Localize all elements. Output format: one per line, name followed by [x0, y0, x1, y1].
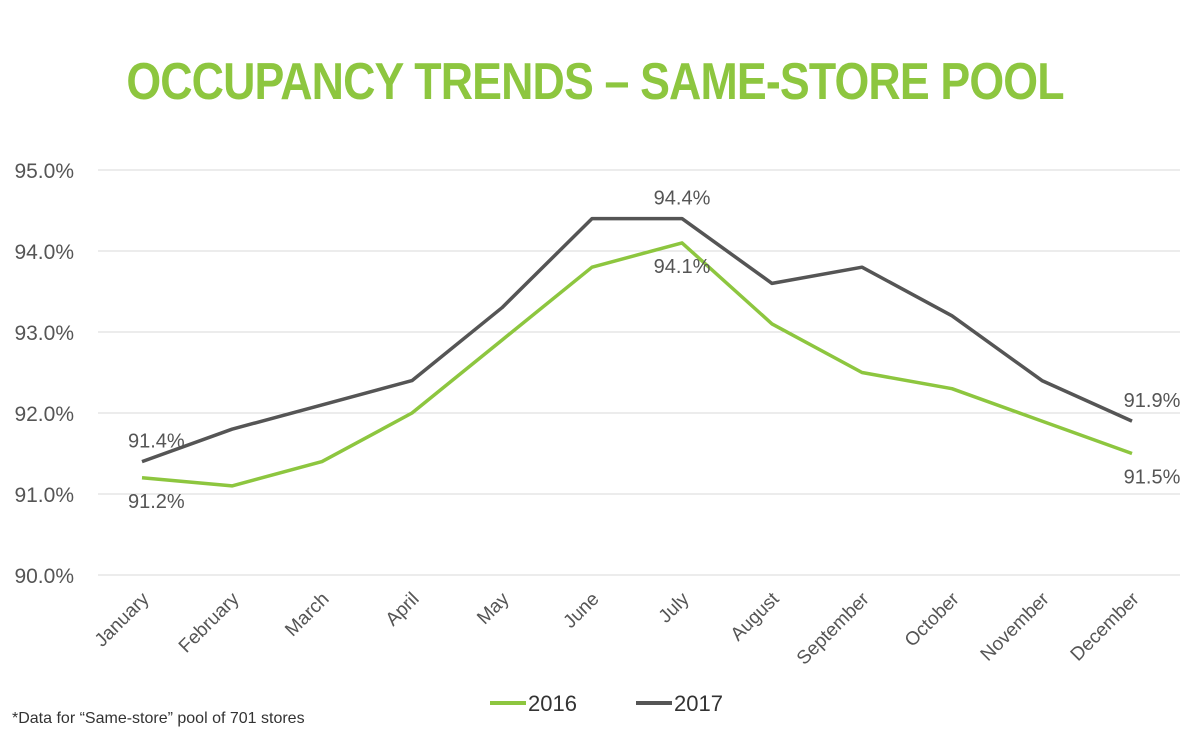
- data-label: 94.1%: [654, 256, 711, 278]
- x-tick-label: July: [655, 588, 694, 627]
- x-tick-label: February: [175, 588, 244, 657]
- y-axis-ticks: 90.0% 91.0% 92.0% 93.0% 94.0% 95.0%: [14, 160, 74, 588]
- x-tick-label: October: [901, 588, 964, 651]
- gridlines: [98, 169, 1180, 576]
- y-tick-label: 94.0%: [14, 241, 74, 264]
- x-tick-label: November: [977, 588, 1054, 665]
- x-tick-label: April: [382, 589, 424, 631]
- data-label: 91.5%: [1124, 467, 1181, 489]
- series-line-2016: [141, 241, 1133, 488]
- x-tick-label: May: [473, 588, 514, 629]
- y-tick-label: 91.0%: [14, 484, 74, 507]
- chart-title: OCCUPANCY TRENDS – SAME-STORE POOL: [126, 53, 1064, 111]
- legend-label-2017: 2017: [674, 691, 723, 716]
- x-tick-label: September: [793, 588, 874, 669]
- series-line-2017: [141, 216, 1133, 464]
- legend-label-2016: 2016: [528, 691, 577, 716]
- data-label: 91.2%: [128, 491, 185, 513]
- x-tick-label: December: [1067, 588, 1144, 665]
- footnote: *Data for “Same-store” pool of 701 store…: [12, 710, 305, 727]
- y-tick-label: 90.0%: [14, 565, 74, 588]
- data-label: 94.4%: [654, 188, 711, 210]
- data-labels: 91.2% 94.1% 91.5% 91.4% 94.4% 91.9%: [128, 188, 1181, 513]
- x-axis-ticks: January February March April May June July Augu…: [91, 588, 1144, 669]
- x-tick-label: March: [281, 589, 333, 641]
- series-lines: [141, 216, 1133, 488]
- y-tick-label: 95.0%: [14, 160, 74, 183]
- data-label: 91.4%: [128, 431, 185, 453]
- x-tick-label: June: [560, 589, 604, 633]
- x-tick-label: August: [727, 588, 784, 645]
- legend: 2016 2017: [490, 691, 723, 716]
- y-tick-label: 92.0%: [14, 403, 74, 426]
- x-tick-label: January: [91, 588, 154, 651]
- y-tick-label: 93.0%: [14, 322, 74, 345]
- data-label: 91.9%: [1124, 390, 1181, 412]
